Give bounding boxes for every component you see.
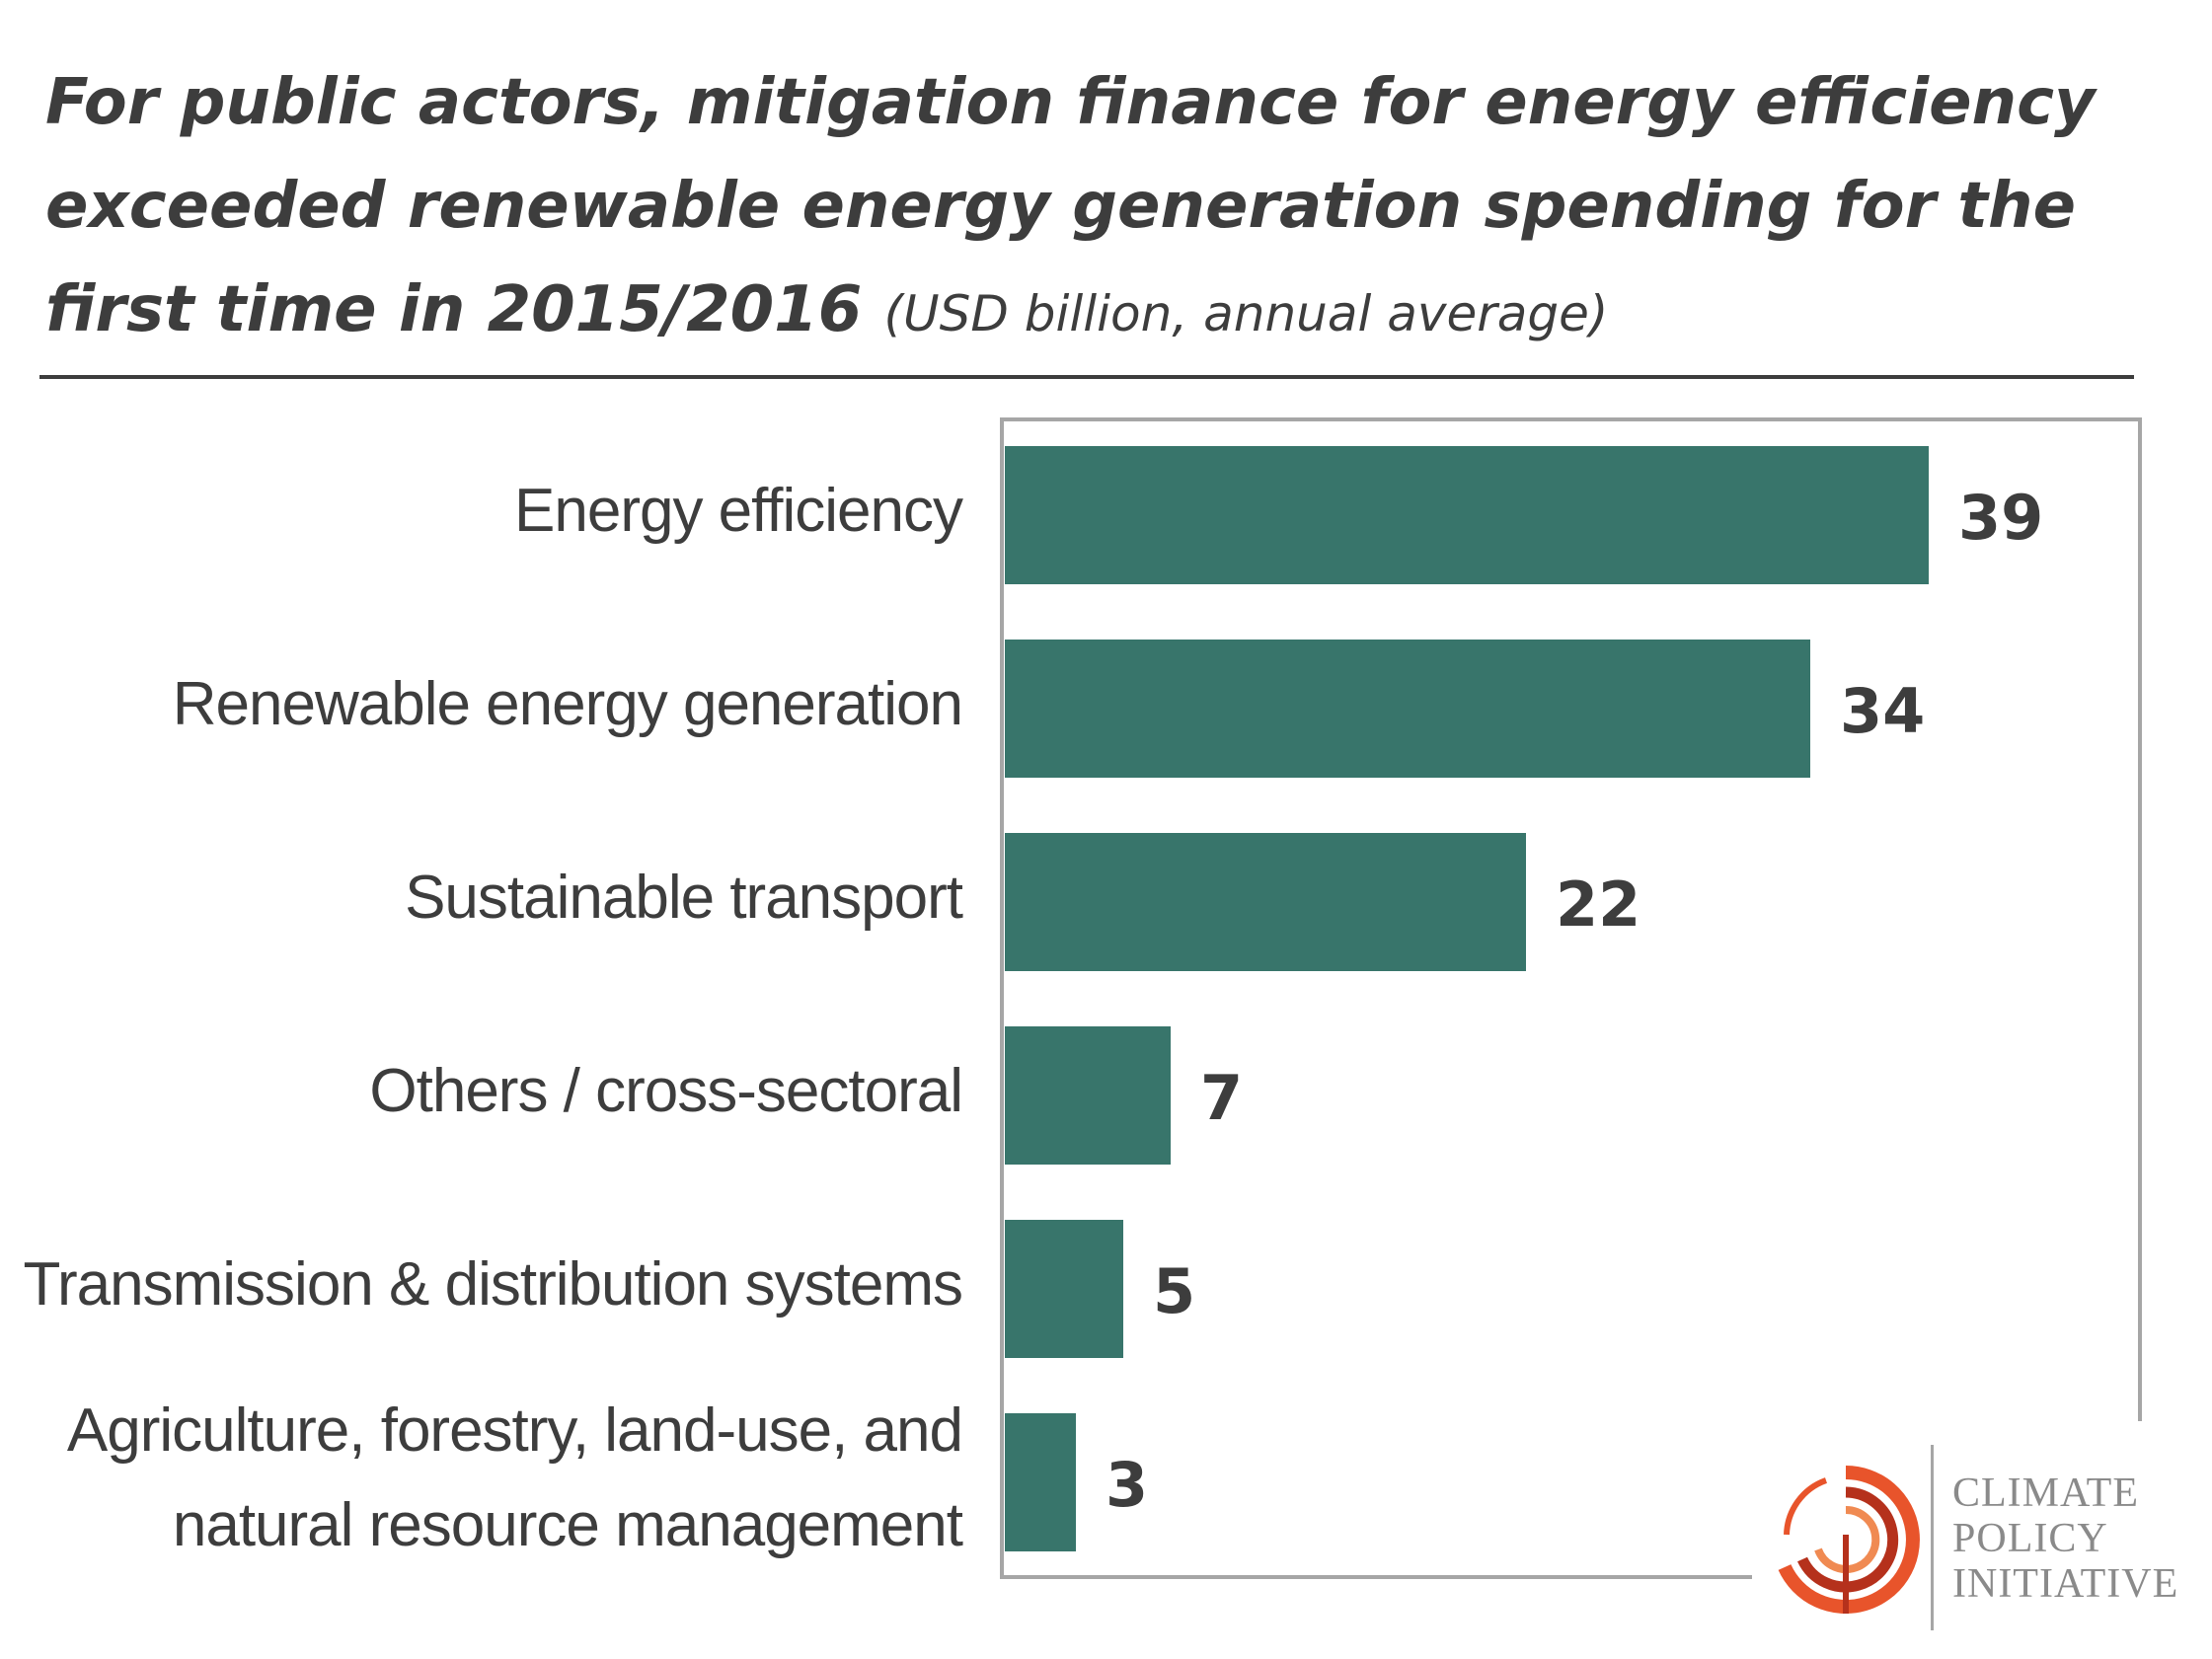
category-label-line: Agriculture, forestry, land-use, and bbox=[66, 1396, 963, 1465]
bar bbox=[1005, 833, 1526, 971]
category-label-line: natural resource management bbox=[172, 1491, 963, 1559]
logo-divider bbox=[1931, 1445, 1934, 1630]
logo-wordmark: CLIMATE POLICY INITIATIVE bbox=[1952, 1470, 2178, 1607]
category-label-line: Sustainable transport bbox=[405, 864, 963, 932]
bar bbox=[1005, 1413, 1076, 1551]
category-label-line: Transmission & distribution systems bbox=[23, 1250, 963, 1319]
data-label: 39 bbox=[1958, 482, 2043, 554]
category-label: Energy efficiency bbox=[514, 464, 963, 559]
data-label: 22 bbox=[1556, 868, 1640, 941]
category-label: Others / cross-sectoral bbox=[369, 1044, 963, 1139]
chart-title-main: For public actors, mitigation finance fo… bbox=[45, 66, 2096, 346]
chart-title: For public actors, mitigation finance fo… bbox=[45, 51, 2118, 366]
concentric-arcs-logo-icon bbox=[1778, 1466, 1920, 1614]
bar bbox=[1005, 1026, 1171, 1165]
logo-line: POLICY bbox=[1952, 1516, 2108, 1561]
category-label: Sustainable transport bbox=[405, 851, 963, 945]
bar bbox=[1005, 446, 1929, 584]
category-label: Renewable energy generation bbox=[172, 657, 963, 752]
title-divider bbox=[39, 375, 2134, 379]
data-label: 3 bbox=[1106, 1449, 1148, 1521]
data-label: 5 bbox=[1153, 1255, 1195, 1327]
logo-line: CLIMATE bbox=[1952, 1470, 2139, 1516]
bar bbox=[1005, 1220, 1123, 1358]
plot-frame bbox=[1000, 417, 2142, 1579]
category-label-line: Energy efficiency bbox=[514, 477, 963, 545]
data-label: 34 bbox=[1840, 675, 1925, 747]
chart-title-unit: (USD billion, annual average) bbox=[883, 285, 1609, 342]
category-label: Transmission & distribution systems bbox=[23, 1238, 963, 1332]
category-label-line: Others / cross-sectoral bbox=[369, 1057, 963, 1125]
category-label-line: Renewable energy generation bbox=[172, 670, 963, 738]
logo-line: INITIATIVE bbox=[1952, 1561, 2179, 1607]
data-label: 7 bbox=[1200, 1062, 1243, 1134]
category-label: Agriculture, forestry, land-use, and natu… bbox=[66, 1384, 963, 1573]
bar bbox=[1005, 640, 1810, 778]
climate-policy-initiative-logo: CLIMATE POLICY INITIATIVE bbox=[1747, 1441, 2201, 1638]
